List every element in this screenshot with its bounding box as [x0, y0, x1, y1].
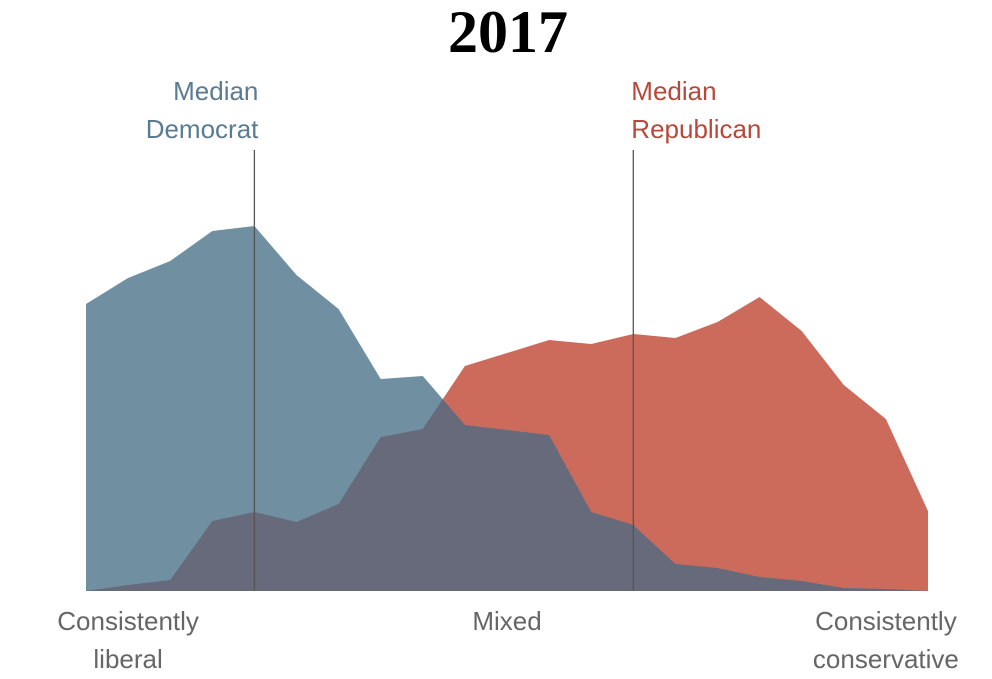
- x-tick-label: Mixed: [472, 606, 542, 636]
- x-tick-label: Consistently conservative: [812, 606, 959, 674]
- area: [86, 226, 928, 591]
- chart-title: 2017: [448, 0, 568, 65]
- median-label: Median Democrat: [145, 76, 259, 144]
- median-label: Median Republican: [631, 76, 762, 144]
- x-tick-label: Consistently liberal: [57, 606, 199, 674]
